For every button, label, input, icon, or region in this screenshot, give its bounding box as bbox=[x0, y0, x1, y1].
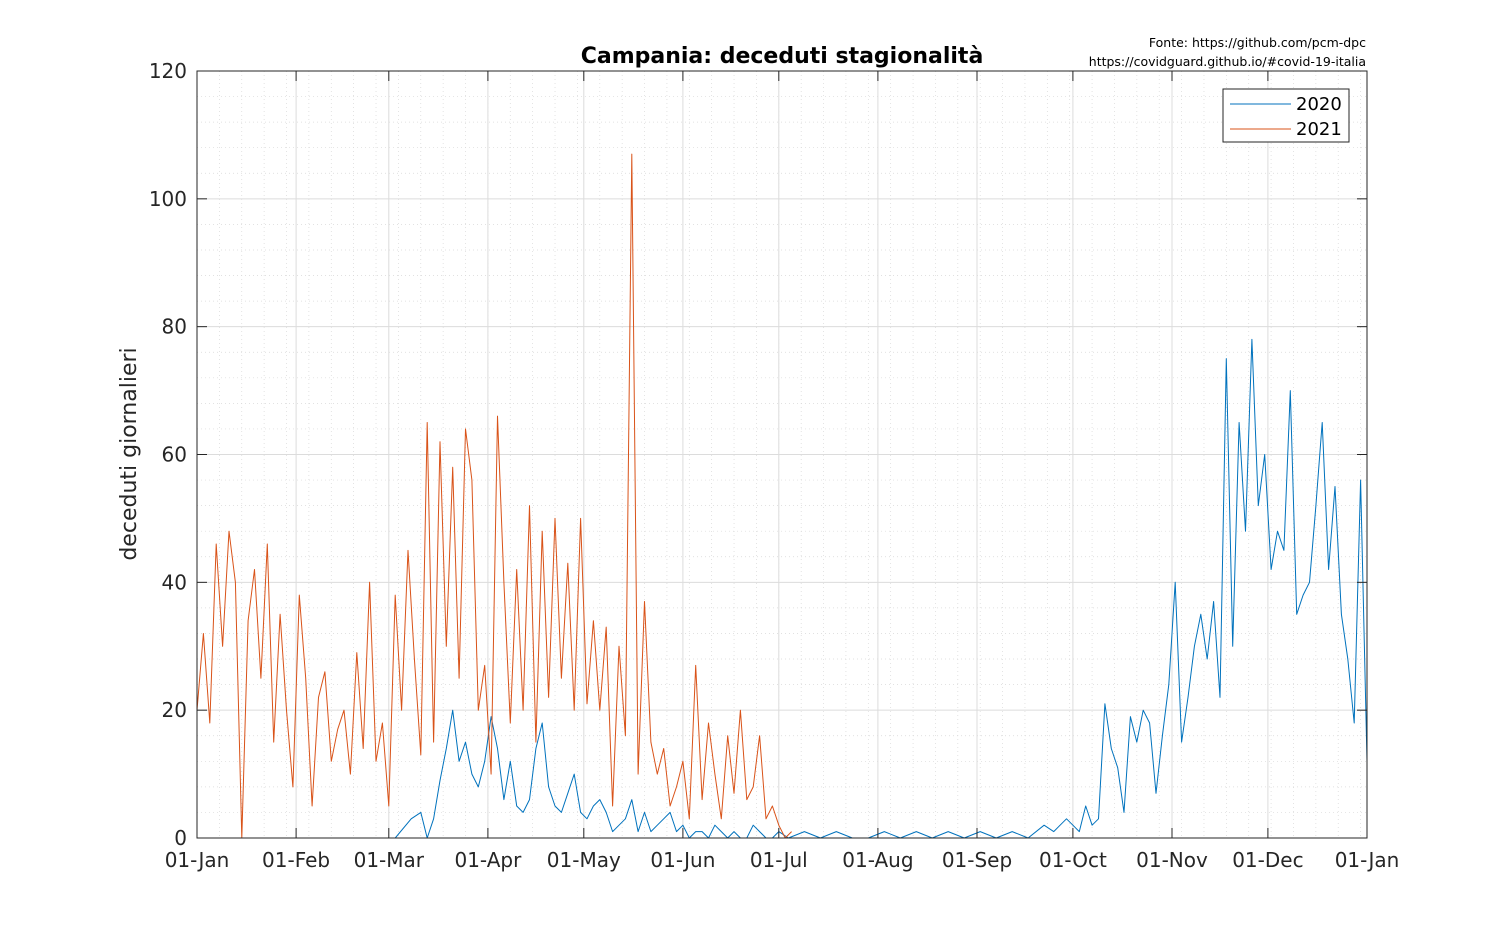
grid bbox=[196, 70, 1368, 839]
legend-box bbox=[1222, 88, 1350, 143]
x-tick-label: 01-Dec bbox=[1232, 848, 1303, 872]
source-line-1: Fonte: https://github.com/pcm-dpc bbox=[1149, 35, 1366, 50]
x-tick-label: 01-Sep bbox=[942, 848, 1012, 872]
legend: 2020 2021 bbox=[1222, 88, 1350, 143]
axes bbox=[196, 70, 1368, 839]
x-tick-label: 01-Oct bbox=[1039, 848, 1107, 872]
x-tick-label: 01-Mar bbox=[354, 848, 425, 872]
y-tick-label: 100 bbox=[149, 187, 187, 211]
y-tick-label: 60 bbox=[162, 443, 187, 467]
y-tick-label: 80 bbox=[162, 315, 187, 339]
series-layer bbox=[196, 153, 1368, 839]
y-tick-label: 20 bbox=[162, 698, 187, 722]
y-tick-label: 0 bbox=[174, 826, 187, 850]
y-tick-label: 120 bbox=[149, 59, 187, 83]
source-line-2: https://covidguard.github.io/#covid-19-i… bbox=[1089, 54, 1366, 69]
x-tick-label: 01-Jan bbox=[165, 848, 230, 872]
x-tick-label: 01-Feb bbox=[262, 848, 330, 872]
x-tick-label: 01-Jul bbox=[750, 848, 808, 872]
legend-label-2020: 2020 bbox=[1296, 94, 1342, 115]
series-line-2021 bbox=[196, 153, 792, 839]
x-tick-label: 01-Aug bbox=[842, 848, 913, 872]
legend-label-2021: 2021 bbox=[1296, 119, 1342, 140]
x-tick-label: 01-May bbox=[547, 848, 621, 872]
x-tick-label: 01-Jan bbox=[1335, 848, 1400, 872]
y-axis-label: deceduti giornalieri bbox=[117, 347, 142, 560]
series-line-2020 bbox=[369, 338, 1368, 839]
x-tick-label: 01-Nov bbox=[1136, 848, 1208, 872]
tick-labels: 0 20 40 60 80 100 120 01-Jan 01-Feb 01-Mar 01-Apr 0… bbox=[149, 59, 1399, 872]
x-tick-label: 01-Jun bbox=[650, 848, 715, 872]
x-tick-label: 01-Apr bbox=[454, 848, 522, 872]
y-tick-label: 40 bbox=[162, 570, 187, 594]
chart-title: Campania: deceduti stagionalità bbox=[581, 44, 984, 69]
